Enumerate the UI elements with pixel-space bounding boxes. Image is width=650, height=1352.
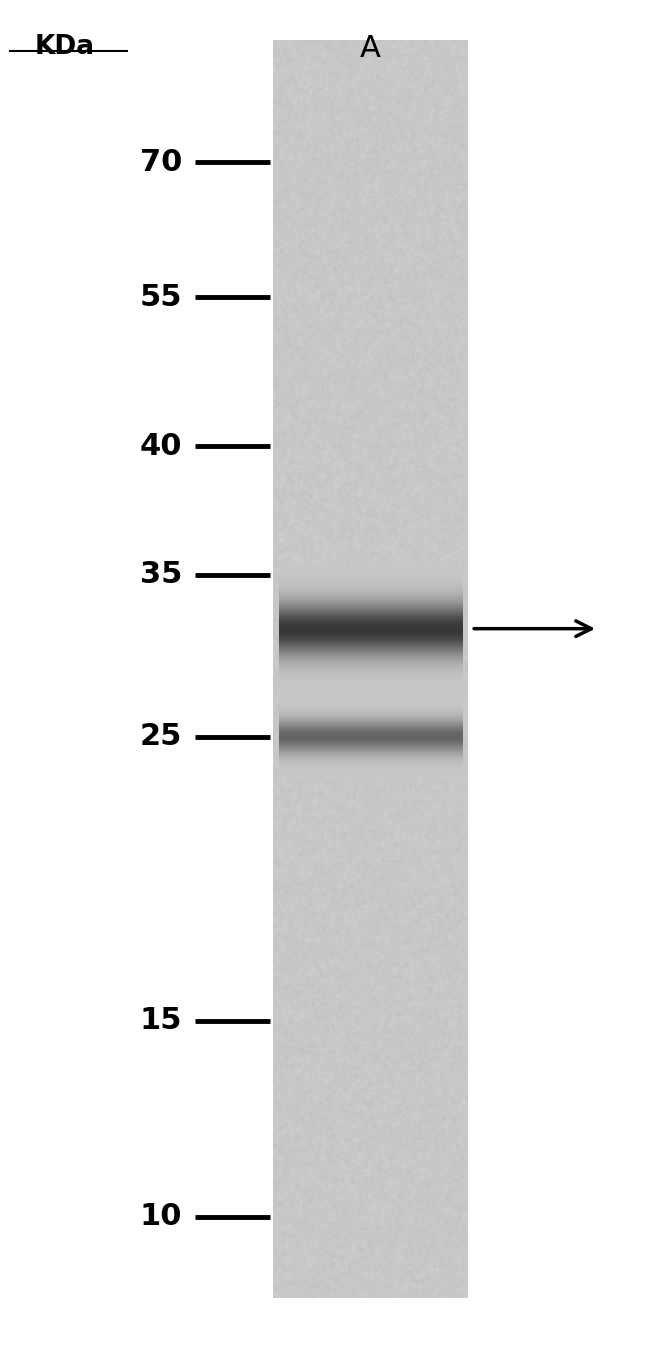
Text: 15: 15: [140, 1006, 182, 1036]
Text: 35: 35: [140, 560, 182, 589]
Text: 55: 55: [140, 283, 182, 312]
Text: 25: 25: [140, 722, 182, 752]
Text: KDa: KDa: [35, 34, 95, 59]
Text: 10: 10: [140, 1202, 182, 1232]
Text: 40: 40: [140, 431, 182, 461]
Text: 70: 70: [140, 147, 182, 177]
Text: A: A: [360, 34, 381, 62]
